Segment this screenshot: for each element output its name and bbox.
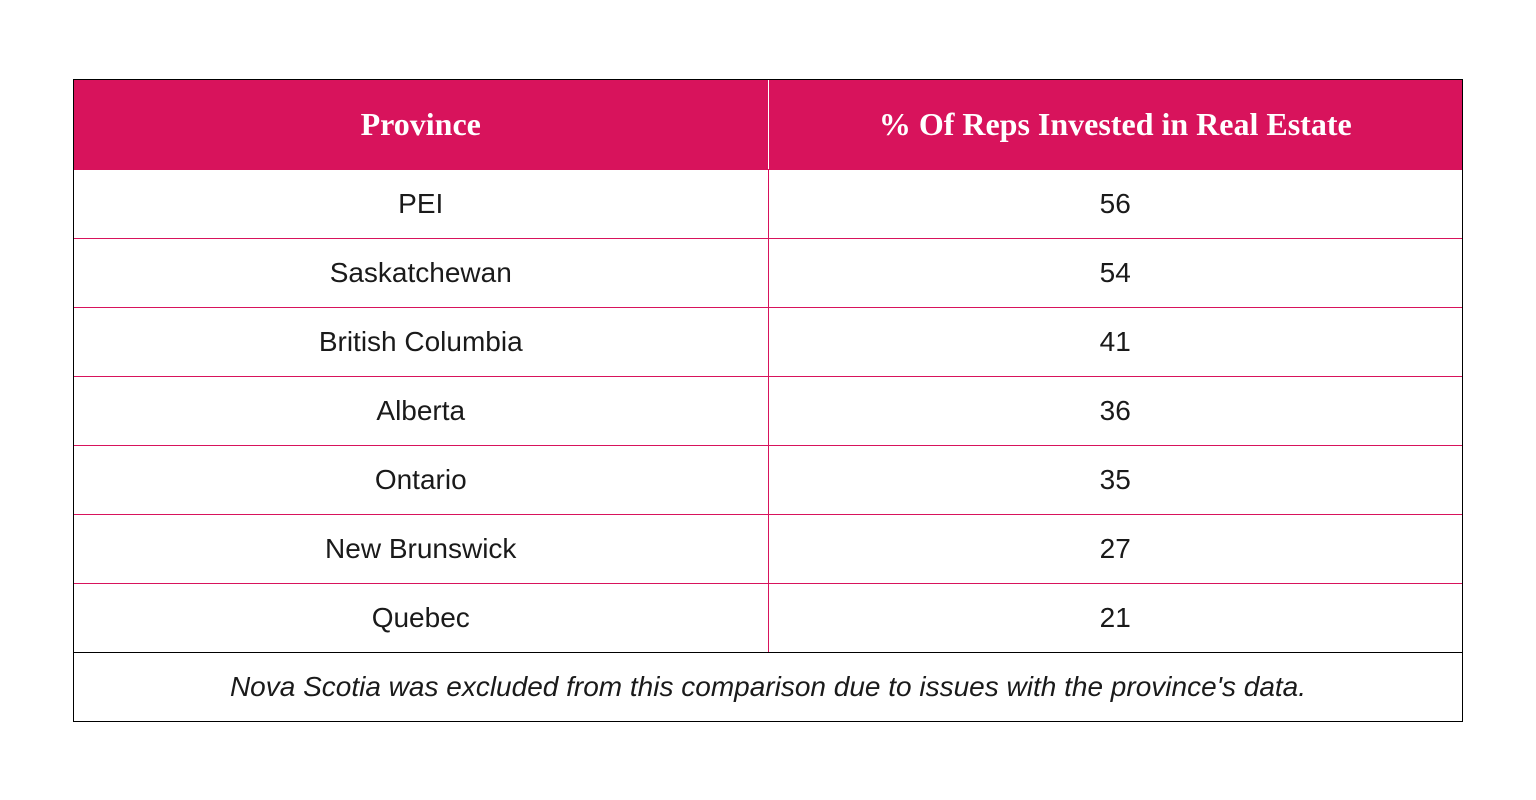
percentage-cell: 36 <box>769 377 1463 445</box>
table-row: British Columbia41 <box>74 307 1462 376</box>
table-row: Saskatchewan54 <box>74 238 1462 307</box>
province-cell: Alberta <box>74 377 769 445</box>
percentage-cell: 54 <box>769 239 1463 307</box>
province-cell: Saskatchewan <box>74 239 769 307</box>
province-cell: Ontario <box>74 446 769 514</box>
percentage-cell: 35 <box>769 446 1463 514</box>
table-row: Quebec21 <box>74 583 1462 652</box>
province-cell: PEI <box>74 170 769 238</box>
table-row: PEI56 <box>74 169 1462 238</box>
table-header-row: Province % Of Reps Invested in Real Esta… <box>74 80 1462 169</box>
percentage-cell: 21 <box>769 584 1463 652</box>
percentage-cell: 41 <box>769 308 1463 376</box>
table-footnote: Nova Scotia was excluded from this compa… <box>74 652 1462 721</box>
table-row: Ontario35 <box>74 445 1462 514</box>
column-header-percentage: % Of Reps Invested in Real Estate <box>769 80 1463 169</box>
data-table: Province % Of Reps Invested in Real Esta… <box>73 79 1463 722</box>
column-header-province: Province <box>74 80 769 169</box>
province-cell: Quebec <box>74 584 769 652</box>
table-row: New Brunswick27 <box>74 514 1462 583</box>
percentage-cell: 56 <box>769 170 1463 238</box>
province-cell: New Brunswick <box>74 515 769 583</box>
percentage-cell: 27 <box>769 515 1463 583</box>
province-cell: British Columbia <box>74 308 769 376</box>
table-row: Alberta36 <box>74 376 1462 445</box>
